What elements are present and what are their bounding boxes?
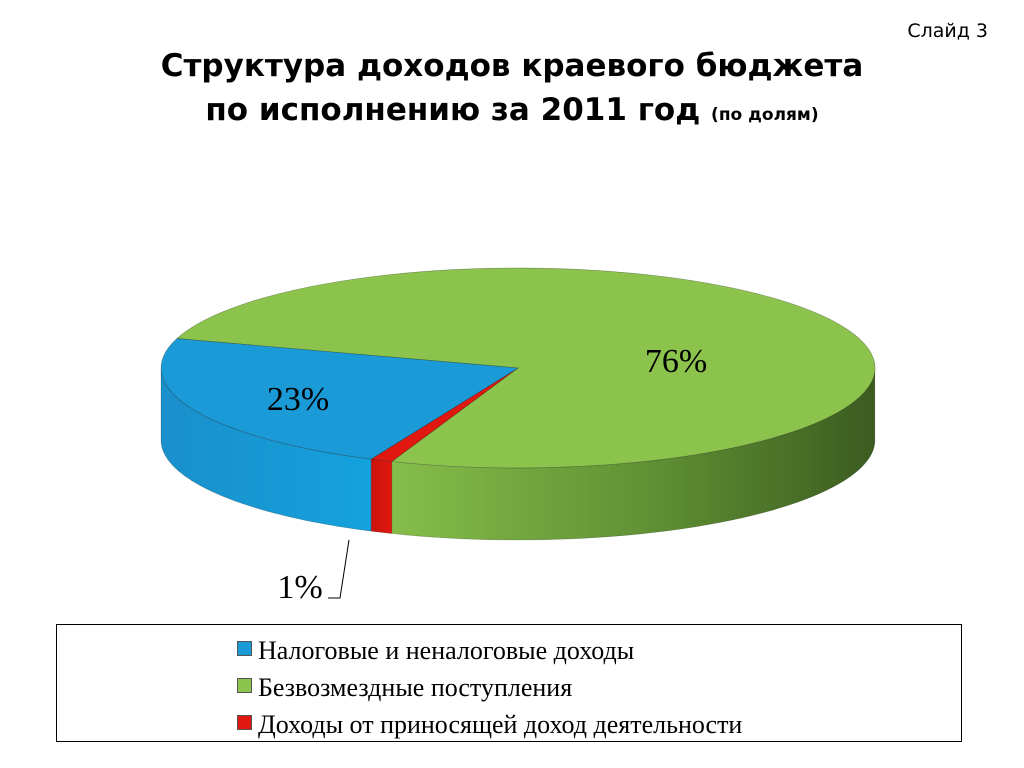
slice-activity	[370, 367, 519, 462]
side-activity	[370, 458, 393, 534]
slide-number: Слайд 3	[907, 20, 988, 42]
title-note: (по долям)	[711, 105, 819, 125]
legend-list: Налоговые и неналоговые доходы Безвозмезд…	[237, 632, 742, 743]
slice-taxes	[160, 338, 519, 460]
legend-swatch	[237, 715, 252, 730]
leader-line-activity	[328, 539, 350, 599]
legend-item-grants: Безвозмездные поступления	[237, 669, 742, 706]
page-title: Структура доходов краевого бюджета по ис…	[0, 44, 1024, 137]
label-grants: 76%	[645, 343, 707, 380]
title-line-2-text: по исполнению за 2011 год	[205, 92, 701, 128]
side-taxes	[160, 368, 372, 532]
label-activity: 1%	[277, 569, 322, 606]
legend-item-activity: Доходы от приносящей доход деятельности	[237, 706, 742, 743]
pie-labels: 23% 76% 1%	[267, 343, 707, 606]
title-line-1: Структура доходов краевого бюджета	[160, 48, 864, 84]
legend-swatch	[237, 678, 252, 693]
slice-grants	[176, 267, 876, 469]
legend-label: Безвозмездные поступления	[258, 672, 573, 702]
pie-tops	[160, 267, 876, 469]
legend-item-taxes: Налоговые и неналоговые доходы	[237, 632, 742, 669]
legend-label: Налоговые и неналоговые доходы	[258, 635, 635, 665]
chart-legend: Налоговые и неналоговые доходы Безвозмезд…	[56, 624, 962, 742]
title-line-2: по исполнению за 2011 год (по долям)	[0, 88, 1024, 137]
legend-swatch	[237, 641, 252, 656]
legend-label: Доходы от приносящей доход деятельности	[258, 709, 743, 739]
label-taxes: 23%	[267, 381, 329, 418]
